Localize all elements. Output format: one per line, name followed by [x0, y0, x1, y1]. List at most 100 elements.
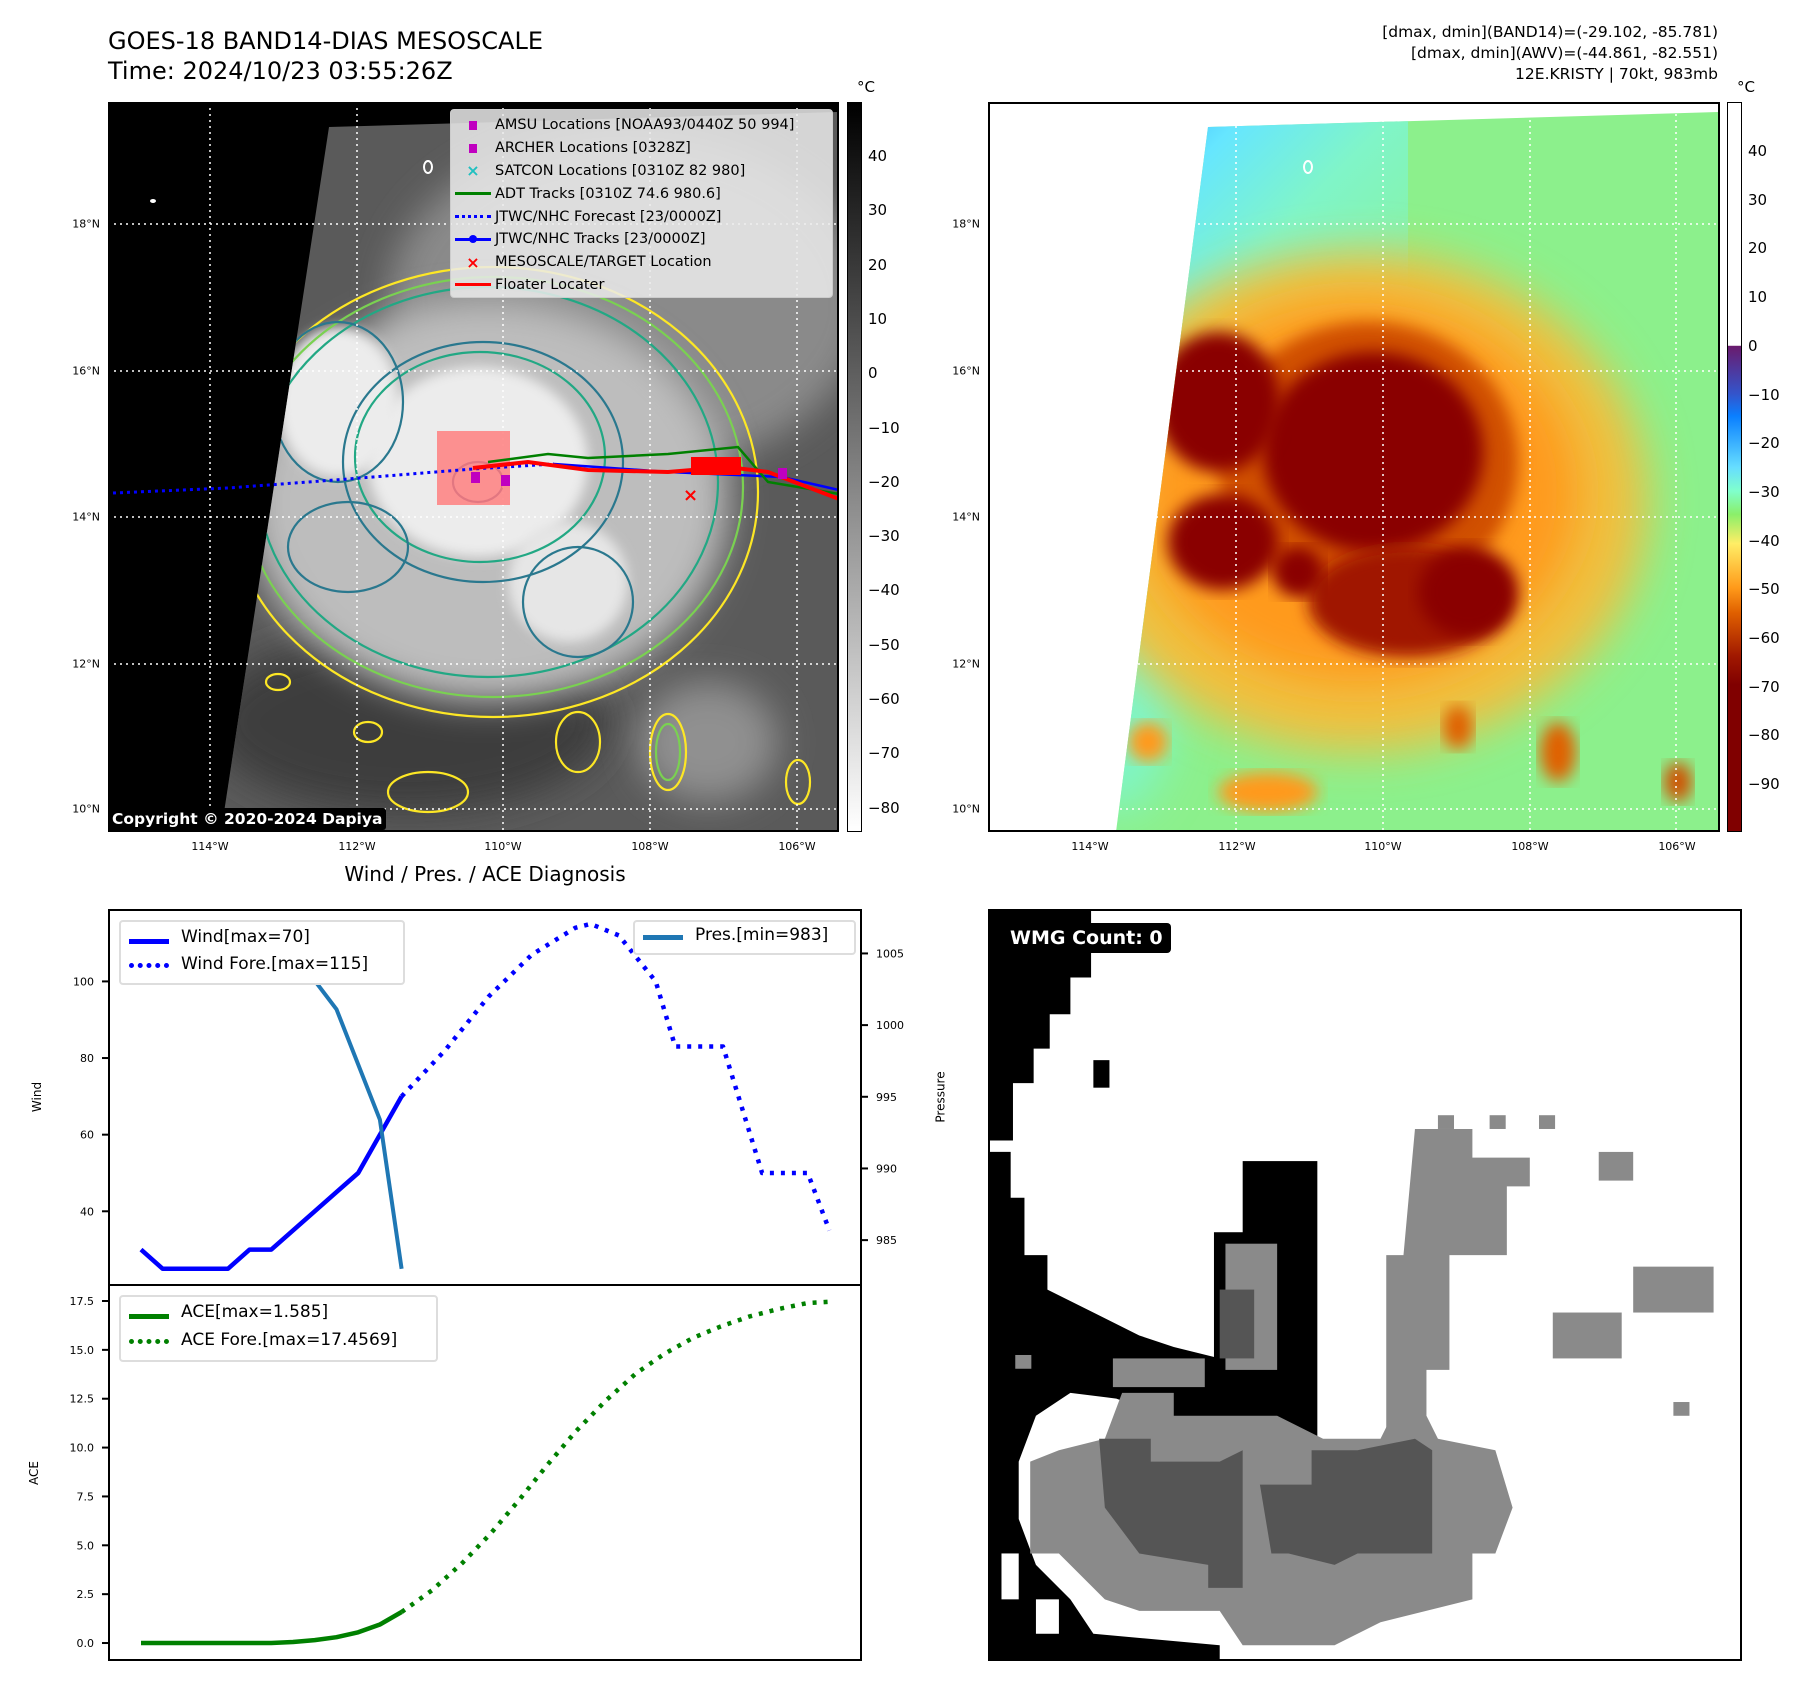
ace-legend: ACE[max=1.585] ACE Fore.[max=17.4569] [119, 1295, 438, 1362]
ace-axis-label: ACE [26, 1461, 41, 1485]
wmg-panel: WMG Count: 0 [988, 909, 1742, 1661]
ir-colorbar-tick: −60 [868, 690, 900, 708]
awv-range: [dmax, dmin](AWV)=(-44.861, -82.551) [1411, 44, 1718, 62]
ace-tick-label: 17.5 [70, 1295, 95, 1308]
wind-tick-label: 40 [80, 1205, 94, 1218]
wind-legend-label: Wind[max=70] [181, 927, 310, 947]
ace-tick-label: 0.0 [77, 1637, 95, 1650]
lon-tick-label: 108°W [1511, 840, 1549, 853]
pressure-legend: Pres.[min=983] [633, 920, 856, 955]
pressure-tick-label: 1005 [876, 947, 904, 960]
wmg-mask [990, 911, 1714, 1659]
floater-cluster [691, 457, 741, 475]
ir-colorbar-tick: 40 [868, 147, 888, 165]
ir-colorbar-tick: 30 [868, 201, 888, 220]
series-wind-line [139, 1095, 404, 1272]
awv-colorbar-unit: °C [1737, 78, 1755, 96]
series-ace-fore--line [400, 1299, 830, 1614]
lon-tick-label: 114°W [1071, 840, 1109, 853]
legend-label: JTWC/NHC Forecast [23/0000Z] [495, 208, 722, 225]
forecast-track [112, 462, 555, 495]
storm-name-intensity: 12E.KRISTY | 70kt, 983mb [1515, 65, 1718, 83]
ir-colorbar-tick: −30 [868, 527, 900, 546]
awv-colorbar-tick: −50 [1748, 580, 1780, 599]
ace-tick-label: 10.0 [70, 1442, 95, 1455]
map-legend: AMSU Locations [NOAA93/0440Z 50 994] ARCH… [450, 109, 833, 298]
storm-info: [dmax, dmin](BAND14)=(-29.102, -85.781) … [1382, 22, 1718, 85]
ir-colorbar-tick: −50 [868, 635, 900, 654]
lat-tick-label: 10°N [952, 802, 980, 816]
wind-legend-line [129, 939, 169, 944]
square-marker-icon [451, 143, 495, 153]
ace-tick-label: 5.0 [77, 1539, 95, 1552]
wind-tick-label: 60 [80, 1129, 94, 1142]
lon-tick-label: 106°W [1658, 840, 1696, 853]
awv-colorbar-tick: −20 [1748, 434, 1780, 453]
ir-colorbar-tick: 10 [868, 309, 888, 328]
lon-tick-label: 114°W [191, 840, 229, 853]
ir-colorbar-tick: −10 [868, 418, 900, 437]
ace-plot: 0.0 2.5 5.0 7.5 10.0 12.5 15.0 17.5 ACE[max=1.5… [70, 1284, 862, 1661]
wmg-dark-cells [1099, 1289, 1433, 1588]
wind-fore-legend-label: Wind Fore.[max=115] [181, 954, 369, 974]
ir-colorbar-tick: −80 [868, 798, 900, 817]
lon-tick-label: 106°W [778, 840, 816, 853]
wind-legend: Wind[max=70] Wind Fore.[max=115] [119, 920, 405, 985]
ir-map: × AMSU Locations [NOAA93/0440Z 50 994] AR… [108, 102, 839, 832]
lat-tick-label: 10°N [72, 802, 100, 816]
awv-colorbar-tick: 30 [1748, 190, 1768, 209]
adt-track [487, 445, 837, 495]
ir-colorbar [847, 102, 862, 832]
title-time: Time: 2024/10/23 03:55:26Z [108, 57, 453, 85]
x-marker-icon: × [466, 161, 480, 181]
lon-tick-label: 112°W [1218, 840, 1256, 853]
lat-tick-label: 12°N [952, 657, 980, 671]
ir-colorbar-tick: 0 [868, 364, 878, 383]
target-x-marker: × [683, 485, 698, 506]
awv-map [988, 102, 1720, 832]
legend-item: × SATCON Locations [0310Z 82 980] [451, 160, 832, 183]
awv-colorbar [1727, 102, 1742, 832]
awv-colorbar-tick: −60 [1748, 629, 1780, 647]
solid-line-icon [451, 283, 495, 287]
legend-label: JTWC/NHC Tracks [23/0000Z] [495, 231, 706, 248]
pressure-tick-label: 1000 [876, 1019, 904, 1032]
ace-tick-label: 7.5 [77, 1490, 95, 1503]
legend-label: ARCHER Locations [0328Z] [495, 140, 691, 157]
legend-label: ADT Tracks [0310Z 74.6 980.6] [495, 185, 721, 202]
legend-label: SATCON Locations [0310Z 82 980] [495, 162, 746, 179]
floater-track [472, 459, 837, 501]
legend-label: MESOSCALE/TARGET Location [495, 254, 712, 271]
copyright-label: Copyright © 2020-2024 Dapiya [110, 808, 387, 830]
ace-tick-label: 15.0 [70, 1344, 95, 1357]
pressure-tick-label: 990 [876, 1162, 897, 1175]
pressure-tick-label: 985 [876, 1234, 897, 1247]
dotted-line-icon [451, 215, 495, 219]
lat-tick-label: 16°N [952, 364, 980, 378]
square-marker-icon [451, 120, 495, 130]
archer-marker [501, 475, 510, 486]
ace-tick-label: 2.5 [77, 1588, 95, 1601]
x-marker-icon: × [466, 252, 480, 272]
figure-title: GOES-18 BAND14-DIAS MESOSCALE Time: 2024… [108, 26, 543, 86]
graticule [990, 104, 1718, 830]
legend-item: ADT Tracks [0310Z 74.6 980.6] [451, 182, 832, 205]
ace-fore-legend-line [129, 1339, 169, 1344]
wind-tick-label: 80 [80, 1052, 94, 1065]
ir-colorbar-tick: −70 [868, 744, 900, 763]
lon-tick-label: 110°W [1364, 840, 1402, 853]
legend-item: × MESOSCALE/TARGET Location [451, 251, 832, 274]
awv-colorbar-tick: −40 [1748, 531, 1780, 550]
lat-tick-label: 18°N [72, 217, 100, 231]
series-ace-line [141, 1610, 403, 1646]
wind-pressure-plot: 40 60 80 100 985 990 995 1000 1005 Wind[max=70] … [73, 909, 904, 1286]
pressure-legend-line [643, 935, 683, 940]
diagnosis-title: Wind / Pres. / ACE Diagnosis [344, 862, 626, 886]
legend-item: AMSU Locations [NOAA93/0440Z 50 994] [451, 114, 832, 137]
legend-label: AMSU Locations [NOAA93/0440Z 50 994] [495, 117, 795, 134]
legend-item: Floater Locater [451, 274, 832, 297]
wmg-gray-cells [1015, 1115, 1714, 1646]
awv-colorbar-tick: −90 [1748, 775, 1780, 794]
lat-tick-label: 14°N [72, 510, 100, 524]
